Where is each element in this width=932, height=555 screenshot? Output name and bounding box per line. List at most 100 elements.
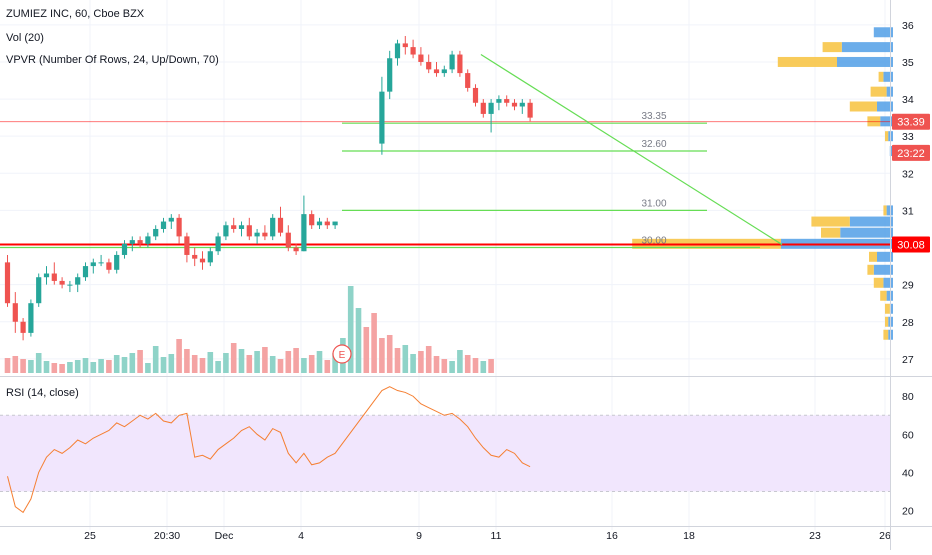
candle-body	[519, 102, 525, 107]
price-tick-label: 34	[902, 94, 914, 106]
vp-row-down	[885, 303, 890, 314]
candle-body	[12, 303, 18, 322]
candle-body	[82, 266, 89, 278]
candle-body	[332, 221, 338, 226]
price-tick-label: 31	[902, 205, 914, 217]
candle-body	[433, 69, 440, 74]
vp-row-up	[889, 146, 893, 157]
candle-body	[28, 303, 34, 333]
candle-body	[238, 225, 245, 229]
volume-bar	[293, 348, 299, 373]
price-tick-label: 35	[902, 57, 914, 69]
volume-bar	[425, 346, 432, 373]
volume-bar	[254, 351, 260, 373]
volume-bar	[215, 361, 221, 373]
candle-body	[223, 225, 229, 237]
volume-bar	[363, 327, 370, 373]
candle-body	[293, 247, 299, 252]
legend-symbol[interactable]: ZUMIEZ INC, 60, Cboe BZX	[6, 8, 145, 20]
candles: E	[4, 35, 533, 364]
volume-bar	[199, 358, 206, 373]
candle-body	[176, 217, 182, 237]
volume-bar	[379, 338, 385, 373]
candle-body	[106, 262, 112, 270]
volume-bar	[418, 351, 424, 373]
vp-row-up	[886, 86, 893, 97]
volume-bar	[449, 361, 455, 373]
price-tick-label: 28	[902, 317, 914, 329]
volume-bar	[90, 362, 97, 373]
price-tick-label: 27	[902, 354, 914, 366]
vp-row-up	[873, 27, 893, 38]
candle-body	[394, 43, 401, 59]
volume-bar	[285, 351, 292, 373]
candle-body	[457, 54, 463, 74]
candle-body	[168, 217, 174, 222]
volume-bar	[28, 360, 34, 373]
vp-row-down	[885, 316, 889, 327]
rsi-tick-label: 80	[902, 391, 914, 403]
candle-body	[301, 214, 307, 252]
volume-bar	[137, 350, 143, 373]
candle-body	[270, 217, 276, 237]
candle-body	[465, 73, 471, 88]
time-tick-label: 16	[606, 530, 618, 542]
vp-row-down	[777, 56, 837, 67]
volume-bar	[324, 360, 331, 373]
time-tick-label: 4	[298, 530, 304, 542]
time-tick-label: 26	[879, 530, 891, 542]
candle-body	[441, 69, 447, 74]
volume-bar	[35, 353, 42, 373]
volume-bar	[488, 359, 494, 373]
volume-bar	[410, 354, 416, 373]
candle-body	[192, 254, 198, 259]
legend-rsi[interactable]: RSI (14, close)	[6, 387, 79, 399]
candle-body	[4, 262, 11, 304]
volume-bar	[464, 355, 471, 373]
volume-bar	[160, 357, 167, 373]
candle-body	[114, 254, 120, 270]
candle-body	[254, 232, 260, 237]
volume-bar	[207, 352, 214, 373]
candle-body	[480, 102, 486, 114]
volume-bars	[4, 286, 494, 373]
time-tick-label: 20:30	[154, 530, 180, 542]
price-badge	[892, 144, 930, 161]
vp-row-down	[883, 329, 889, 340]
candle-body	[402, 43, 408, 48]
candle-body	[137, 240, 143, 244]
price-tick-label: 33	[902, 131, 914, 143]
volume-bar	[74, 360, 81, 373]
price-badge	[892, 113, 930, 130]
vp-row-up	[883, 277, 893, 288]
vp-row-down	[811, 216, 850, 227]
volume-bar	[223, 353, 229, 373]
volume-bar	[277, 359, 284, 373]
time-tick-label: 25	[84, 530, 96, 542]
volume-bar	[67, 362, 73, 373]
vp-row-down	[878, 71, 884, 82]
volume-bar	[168, 354, 175, 373]
candle-body	[145, 236, 151, 244]
candle-body	[324, 221, 330, 226]
legend-vpvr[interactable]: VPVR (Number Of Rows, 24, Up/Down, 70)	[6, 54, 219, 66]
candle-body	[207, 251, 213, 263]
volume-bar	[12, 356, 19, 373]
volume-bar	[59, 364, 65, 373]
candle-body	[504, 99, 510, 103]
vp-row-up	[849, 216, 893, 227]
candle-body	[98, 262, 104, 264]
vp-row-up	[877, 101, 893, 112]
candle-body	[51, 273, 57, 281]
volume-bar	[191, 355, 198, 373]
legend-volume[interactable]: Vol (20)	[6, 32, 44, 44]
level-label: 30.00	[641, 236, 666, 247]
level-label: 31.00	[641, 198, 666, 209]
price-badge	[892, 236, 930, 253]
candle-body	[43, 273, 50, 278]
vp-row-down	[849, 101, 877, 112]
candle-body	[59, 280, 65, 285]
rsi-panel	[7, 386, 531, 514]
